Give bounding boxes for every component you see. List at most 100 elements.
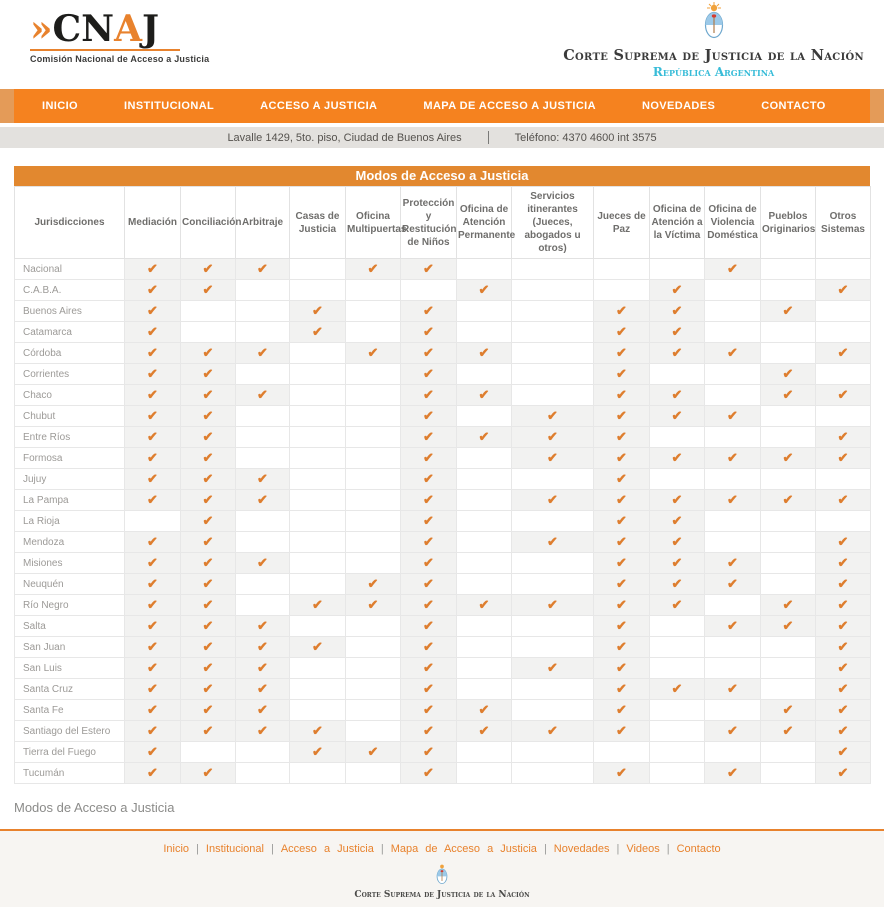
check-cell: ✔ <box>593 300 650 322</box>
check-icon: ✔ <box>837 282 849 297</box>
check-icon: ✔ <box>837 744 849 759</box>
empty-cell <box>345 678 401 700</box>
check-icon: ✔ <box>547 450 558 465</box>
footer-link-inicio[interactable]: Inicio <box>163 843 190 855</box>
nav-item-contacto[interactable]: CONTACTO <box>761 100 826 112</box>
nav-item-institucional[interactable]: INSTITUCIONAL <box>124 100 215 112</box>
empty-cell <box>511 279 594 301</box>
footer-link-videos[interactable]: Videos <box>626 843 660 855</box>
check-cell: ✔ <box>815 384 871 406</box>
check-cell: ✔ <box>593 657 650 679</box>
check-icon: ✔ <box>837 660 849 675</box>
check-icon: ✔ <box>202 408 214 423</box>
check-cell: ✔ <box>400 384 457 406</box>
empty-cell <box>815 300 871 322</box>
check-cell: ✔ <box>400 636 457 658</box>
check-cell: ✔ <box>180 258 236 280</box>
check-icon: ✔ <box>257 723 268 738</box>
check-cell: ✔ <box>400 741 457 763</box>
empty-cell <box>815 363 871 385</box>
cnaj-logo[interactable]: »CNAJ Comisión Nacional de Acceso a Just… <box>30 11 209 64</box>
check-icon: ✔ <box>478 597 490 612</box>
jurisdiction-cell: La Pampa <box>14 489 125 511</box>
check-cell: ✔ <box>235 384 290 406</box>
check-icon: ✔ <box>671 345 683 360</box>
empty-cell <box>345 321 401 343</box>
check-cell: ✔ <box>400 489 457 511</box>
check-icon: ✔ <box>423 765 434 780</box>
check-cell: ✔ <box>400 531 457 553</box>
check-icon: ✔ <box>367 345 379 360</box>
check-icon: ✔ <box>727 576 738 591</box>
check-cell: ✔ <box>815 531 871 553</box>
check-cell: ✔ <box>815 762 871 784</box>
check-cell: ✔ <box>456 720 512 742</box>
jurisdiction-cell: Entre Ríos <box>14 426 125 448</box>
footer-link-institucional[interactable]: Institucional <box>205 843 264 855</box>
footer-link-contacto[interactable]: Contacto <box>676 843 721 855</box>
check-icon: ✔ <box>147 702 158 717</box>
check-cell: ✔ <box>180 573 236 595</box>
check-cell: ✔ <box>593 510 650 532</box>
check-icon: ✔ <box>837 723 849 738</box>
empty-cell <box>456 636 512 658</box>
check-icon: ✔ <box>671 408 683 423</box>
empty-cell <box>456 741 512 763</box>
check-icon: ✔ <box>257 387 268 402</box>
check-icon: ✔ <box>202 345 214 360</box>
footer-link-acceso-a-justicia[interactable]: Acceso a Justicia <box>280 843 374 855</box>
check-cell: ✔ <box>649 384 705 406</box>
check-icon: ✔ <box>257 618 268 633</box>
empty-cell <box>345 636 401 658</box>
check-cell: ✔ <box>649 552 705 574</box>
footer-link-mapa-de-acceso-a-justicia[interactable]: Mapa de Acceso a Justicia <box>390 843 537 855</box>
footer-link-novedades[interactable]: Novedades <box>553 843 610 855</box>
check-icon: ✔ <box>257 702 268 717</box>
coat-of-arms-icon <box>704 2 723 39</box>
empty-cell <box>345 657 401 679</box>
empty-cell <box>815 510 871 532</box>
check-cell: ✔ <box>593 426 650 448</box>
check-cell: ✔ <box>815 573 871 595</box>
check-icon: ✔ <box>616 660 627 675</box>
empty-cell <box>511 615 594 637</box>
check-icon: ✔ <box>837 639 849 654</box>
check-icon: ✔ <box>727 345 738 360</box>
check-icon: ✔ <box>423 408 434 423</box>
table-row: San Luis ✔ ✔ ✔ ✔ ✔ ✔ ✔ <box>14 657 871 679</box>
check-cell: ✔ <box>400 657 457 679</box>
empty-cell <box>649 258 705 280</box>
check-cell: ✔ <box>593 342 650 364</box>
empty-cell <box>345 531 401 553</box>
check-icon: ✔ <box>616 534 627 549</box>
nav-item-acceso-a-justicia[interactable]: ACCESO A JUSTICIA <box>260 100 378 112</box>
check-cell: ✔ <box>593 678 650 700</box>
nav-item-inicio[interactable]: INICIO <box>42 100 79 112</box>
empty-cell <box>289 678 346 700</box>
check-cell: ✔ <box>235 342 290 364</box>
check-cell: ✔ <box>124 531 181 553</box>
check-cell: ✔ <box>760 384 816 406</box>
footer-link-separator: | <box>543 843 547 855</box>
empty-cell <box>511 300 594 322</box>
check-icon: ✔ <box>202 387 214 402</box>
table-row: San Juan ✔ ✔ ✔ ✔ ✔ ✔ ✔ <box>14 636 871 658</box>
check-icon: ✔ <box>147 681 158 696</box>
check-icon: ✔ <box>837 702 849 717</box>
access-modes-section: Modos de Acceso a Justicia Jurisdiccione… <box>14 166 871 784</box>
empty-cell <box>649 636 705 658</box>
empty-cell <box>456 678 512 700</box>
check-cell: ✔ <box>593 468 650 490</box>
nav-item-novedades[interactable]: NOVEDADES <box>641 100 716 112</box>
check-icon: ✔ <box>367 261 379 276</box>
check-icon: ✔ <box>147 345 158 360</box>
check-icon: ✔ <box>257 555 268 570</box>
check-cell: ✔ <box>124 615 181 637</box>
check-icon: ✔ <box>671 534 683 549</box>
check-cell: ✔ <box>180 510 236 532</box>
check-icon: ✔ <box>727 450 738 465</box>
check-icon: ✔ <box>547 408 558 423</box>
nav-item-mapa-de-acceso-a-justicia[interactable]: MAPA DE ACCESO A JUSTICIA <box>423 100 596 112</box>
check-cell: ✔ <box>180 615 236 637</box>
check-icon: ✔ <box>423 702 434 717</box>
